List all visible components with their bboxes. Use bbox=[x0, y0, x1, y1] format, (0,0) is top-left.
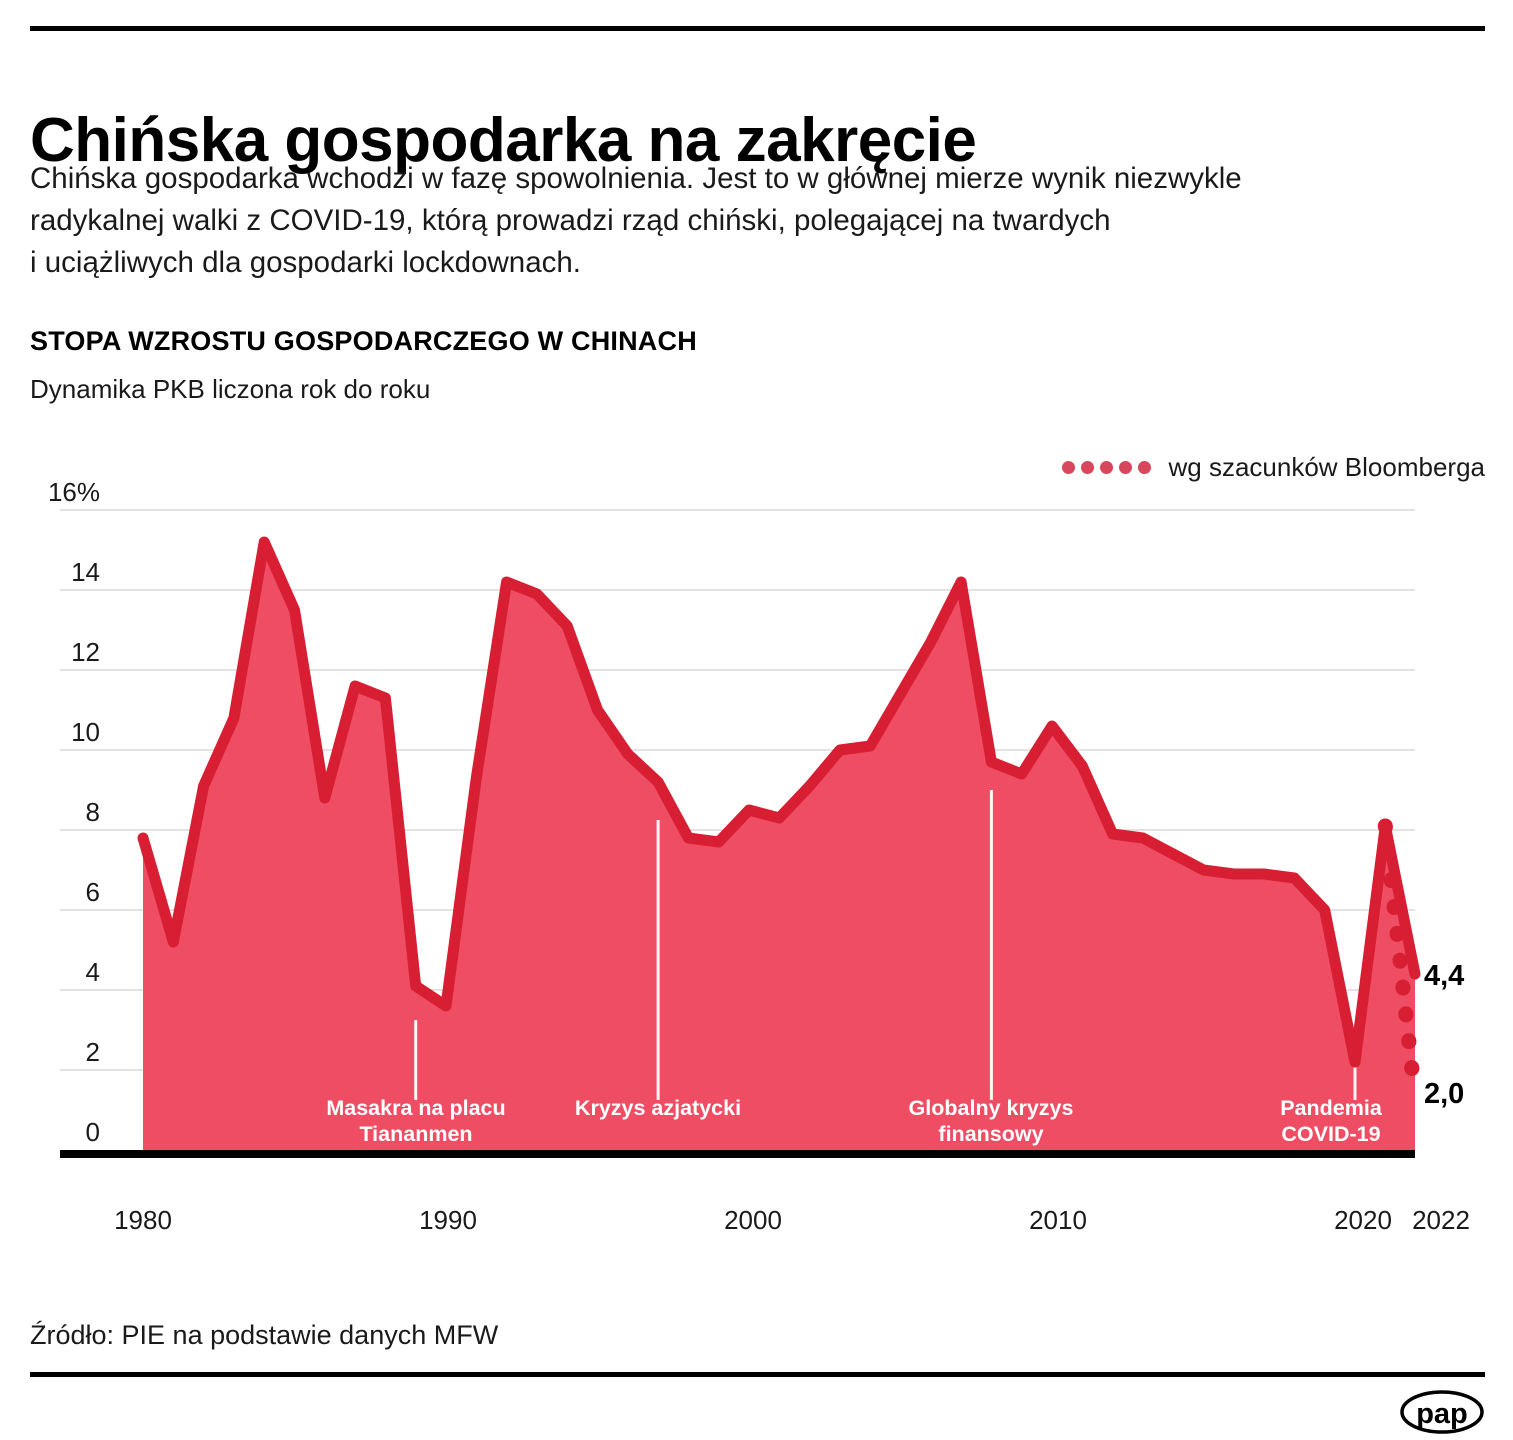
legend-dotted-line-marker-icon bbox=[1061, 461, 1151, 474]
x-axis-tick-2022: 2022 bbox=[1412, 1205, 1470, 1235]
source-note: Źródło: PIE na podstawie danych MFW bbox=[30, 1320, 499, 1350]
top-divider-rule bbox=[30, 26, 1485, 31]
x-axis-tick-1990: 1990 bbox=[419, 1205, 477, 1235]
y-axis-tick-10: 10 bbox=[71, 717, 100, 747]
y-axis-tick-2: 2 bbox=[85, 1037, 100, 1067]
annotation-globalny-kryzys-line-1: Globalny kryzys bbox=[908, 1096, 1074, 1120]
annotation-pandemia-line-1: Pandemia bbox=[1280, 1096, 1382, 1120]
annotation-tiananmen-line-1: Masakra na placu bbox=[326, 1096, 506, 1120]
annotation-globalny-kryzys-line-2: finansowy bbox=[938, 1122, 1044, 1147]
bottom-divider-rule bbox=[30, 1372, 1485, 1377]
y-axis-tick-6: 6 bbox=[85, 877, 100, 907]
deck-line-2: radykalnej walki z COVID-19, którą prowa… bbox=[30, 203, 1111, 237]
chart-subtitle: Dynamika PKB liczona rok do roku bbox=[30, 374, 431, 404]
endpoint-label-4-4: 4,4 bbox=[1424, 960, 1465, 992]
pap-logo: pap bbox=[1400, 1390, 1484, 1434]
deck-paragraph: Chińska gospodarka wchodzi w fazę spowol… bbox=[30, 158, 1480, 284]
y-axis-tick-8: 8 bbox=[85, 797, 100, 827]
x-axis-tick-2000: 2000 bbox=[724, 1205, 782, 1235]
y-axis-tick-12: 12 bbox=[71, 637, 100, 667]
gdp-line bbox=[137, 536, 1421, 1068]
deck-line-3: i uciążliwych dla gospodarki lockdownach… bbox=[30, 245, 581, 279]
chart-event-markers bbox=[414, 790, 1357, 1100]
x-axis-baseline bbox=[60, 1150, 1415, 1158]
annotation-pandemia-covid: Pandemia COVID-19 bbox=[1201, 1095, 1461, 1147]
pap-logo-text: pap bbox=[1416, 1398, 1468, 1430]
y-axis-tick-16: 16% bbox=[47, 477, 100, 507]
annotation-pandemia-line-2: COVID-19 bbox=[1281, 1122, 1381, 1147]
gdp-area-shape bbox=[143, 542, 1415, 1150]
annotation-tiananmen-line-2: Tiananmen bbox=[359, 1122, 473, 1147]
y-axis-tick-0: 0 bbox=[85, 1117, 100, 1147]
annotation-kryzys-azjatycki: Kryzys azjatycki bbox=[528, 1095, 788, 1121]
x-axis-tick-2010: 2010 bbox=[1029, 1205, 1087, 1235]
bloomberg-forecast-dotted-line bbox=[1377, 818, 1420, 1078]
page-title: Chińska gospodarka na zakręcie bbox=[30, 105, 977, 175]
y-axis-tick-4: 4 bbox=[85, 957, 100, 987]
annotation-tiananmen: Masakra na placu Tiananmen bbox=[286, 1095, 546, 1147]
annotation-kryzys-azjatycki-line-1: Kryzys azjatycki bbox=[574, 1096, 742, 1120]
endpoint-label-2-0: 2,0 bbox=[1424, 1078, 1465, 1110]
annotation-globalny-kryzys: Globalny kryzys finansowy bbox=[861, 1095, 1121, 1147]
x-axis-tick-2020: 2020 bbox=[1334, 1205, 1392, 1235]
deck-line-1: Chińska gospodarka wchodzi w fazę spowol… bbox=[30, 162, 1242, 195]
chart-legend: wg szacunków Bloomberga bbox=[1061, 452, 1486, 483]
chart-title: STOPA WZROSTU GOSPODARCZEGO W CHINACH bbox=[30, 326, 697, 356]
y-axis-tick-14: 14 bbox=[71, 557, 100, 587]
x-axis-tick-1980: 1980 bbox=[114, 1205, 172, 1235]
legend-item-label: wg szacunków Bloomberga bbox=[1168, 452, 1486, 482]
chart-gridlines bbox=[60, 509, 1415, 1071]
